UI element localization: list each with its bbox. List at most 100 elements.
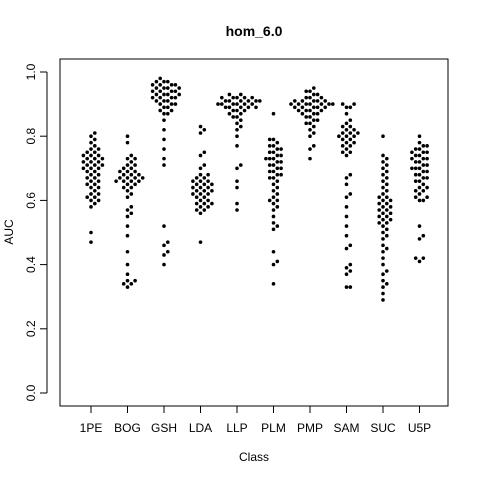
data-point (417, 224, 422, 228)
data-point (125, 285, 130, 289)
data-point (323, 105, 328, 110)
data-point (93, 137, 97, 142)
data-point (421, 188, 426, 193)
data-point (308, 95, 312, 100)
data-point (381, 249, 385, 254)
data-point (344, 182, 349, 187)
data-point (308, 108, 312, 113)
data-point (348, 269, 353, 273)
data-point (279, 166, 283, 171)
data-point (425, 185, 429, 190)
data-point (271, 176, 276, 180)
data-point (125, 163, 130, 167)
data-point (271, 111, 276, 116)
data-point (300, 105, 305, 110)
data-point (421, 182, 426, 187)
data-point (162, 262, 166, 267)
data-point (150, 89, 155, 94)
data-point (344, 272, 349, 277)
data-point (235, 144, 239, 148)
data-point (121, 172, 126, 177)
data-point (417, 198, 422, 203)
data-point (275, 166, 280, 171)
data-point (89, 140, 93, 145)
data-point (81, 160, 86, 164)
data-point (85, 150, 89, 155)
data-point (235, 95, 239, 100)
data-point (421, 144, 426, 148)
data-point (177, 92, 181, 97)
data-point (275, 179, 280, 183)
data-point (231, 115, 235, 119)
data-point (202, 176, 207, 180)
data-point (206, 192, 210, 196)
data-point (194, 201, 199, 206)
data-point (275, 147, 280, 151)
data-point (89, 134, 93, 138)
x-tick-label: PLM (261, 421, 286, 435)
data-point (162, 79, 166, 84)
data-point (239, 105, 243, 110)
data-point (381, 179, 385, 183)
data-point (154, 86, 159, 90)
data-point (125, 169, 130, 174)
data-point (417, 153, 422, 158)
data-point (162, 163, 166, 167)
data-point (162, 111, 166, 116)
data-point (89, 185, 93, 190)
data-point (421, 198, 426, 203)
data-point (162, 86, 166, 90)
data-point (323, 99, 328, 103)
data-point (206, 198, 210, 203)
data-point (206, 205, 210, 209)
data-point (348, 172, 353, 177)
data-point (198, 153, 203, 158)
data-point (173, 95, 178, 100)
data-point (275, 259, 280, 264)
data-point (381, 205, 385, 209)
data-point (413, 166, 418, 171)
data-point (410, 156, 414, 161)
data-point (169, 102, 174, 106)
data-point (254, 105, 258, 110)
data-point (385, 176, 389, 180)
data-point (125, 224, 130, 228)
data-point (271, 182, 276, 187)
data-point (166, 86, 170, 90)
data-point (162, 253, 166, 257)
data-point (304, 121, 309, 126)
data-point (296, 108, 301, 113)
data-point (271, 208, 276, 212)
data-point (293, 105, 297, 110)
data-point (258, 99, 262, 103)
data-point (315, 105, 320, 110)
data-point (312, 131, 316, 135)
data-point (381, 198, 385, 203)
data-point (275, 224, 280, 228)
data-point (246, 99, 251, 103)
data-point (385, 282, 389, 286)
plot-frame (59, 58, 449, 407)
data-point (385, 208, 389, 212)
data-point (417, 259, 422, 264)
data-point (425, 176, 429, 180)
data-point (300, 111, 305, 116)
data-point (129, 153, 134, 158)
data-point (202, 127, 207, 132)
data-point (166, 92, 170, 97)
data-point (227, 111, 232, 116)
data-point (133, 278, 137, 283)
data-point (344, 127, 349, 132)
data-point (385, 169, 389, 174)
data-point (340, 131, 345, 135)
y-tick-label: 0.0 (24, 384, 38, 401)
data-point (125, 134, 130, 138)
data-point (162, 127, 166, 132)
data-point (89, 172, 93, 177)
data-point (348, 285, 353, 289)
data-point (173, 83, 178, 87)
data-point (85, 182, 89, 187)
data-point (425, 156, 429, 161)
data-point (89, 192, 93, 196)
data-point (331, 102, 335, 106)
